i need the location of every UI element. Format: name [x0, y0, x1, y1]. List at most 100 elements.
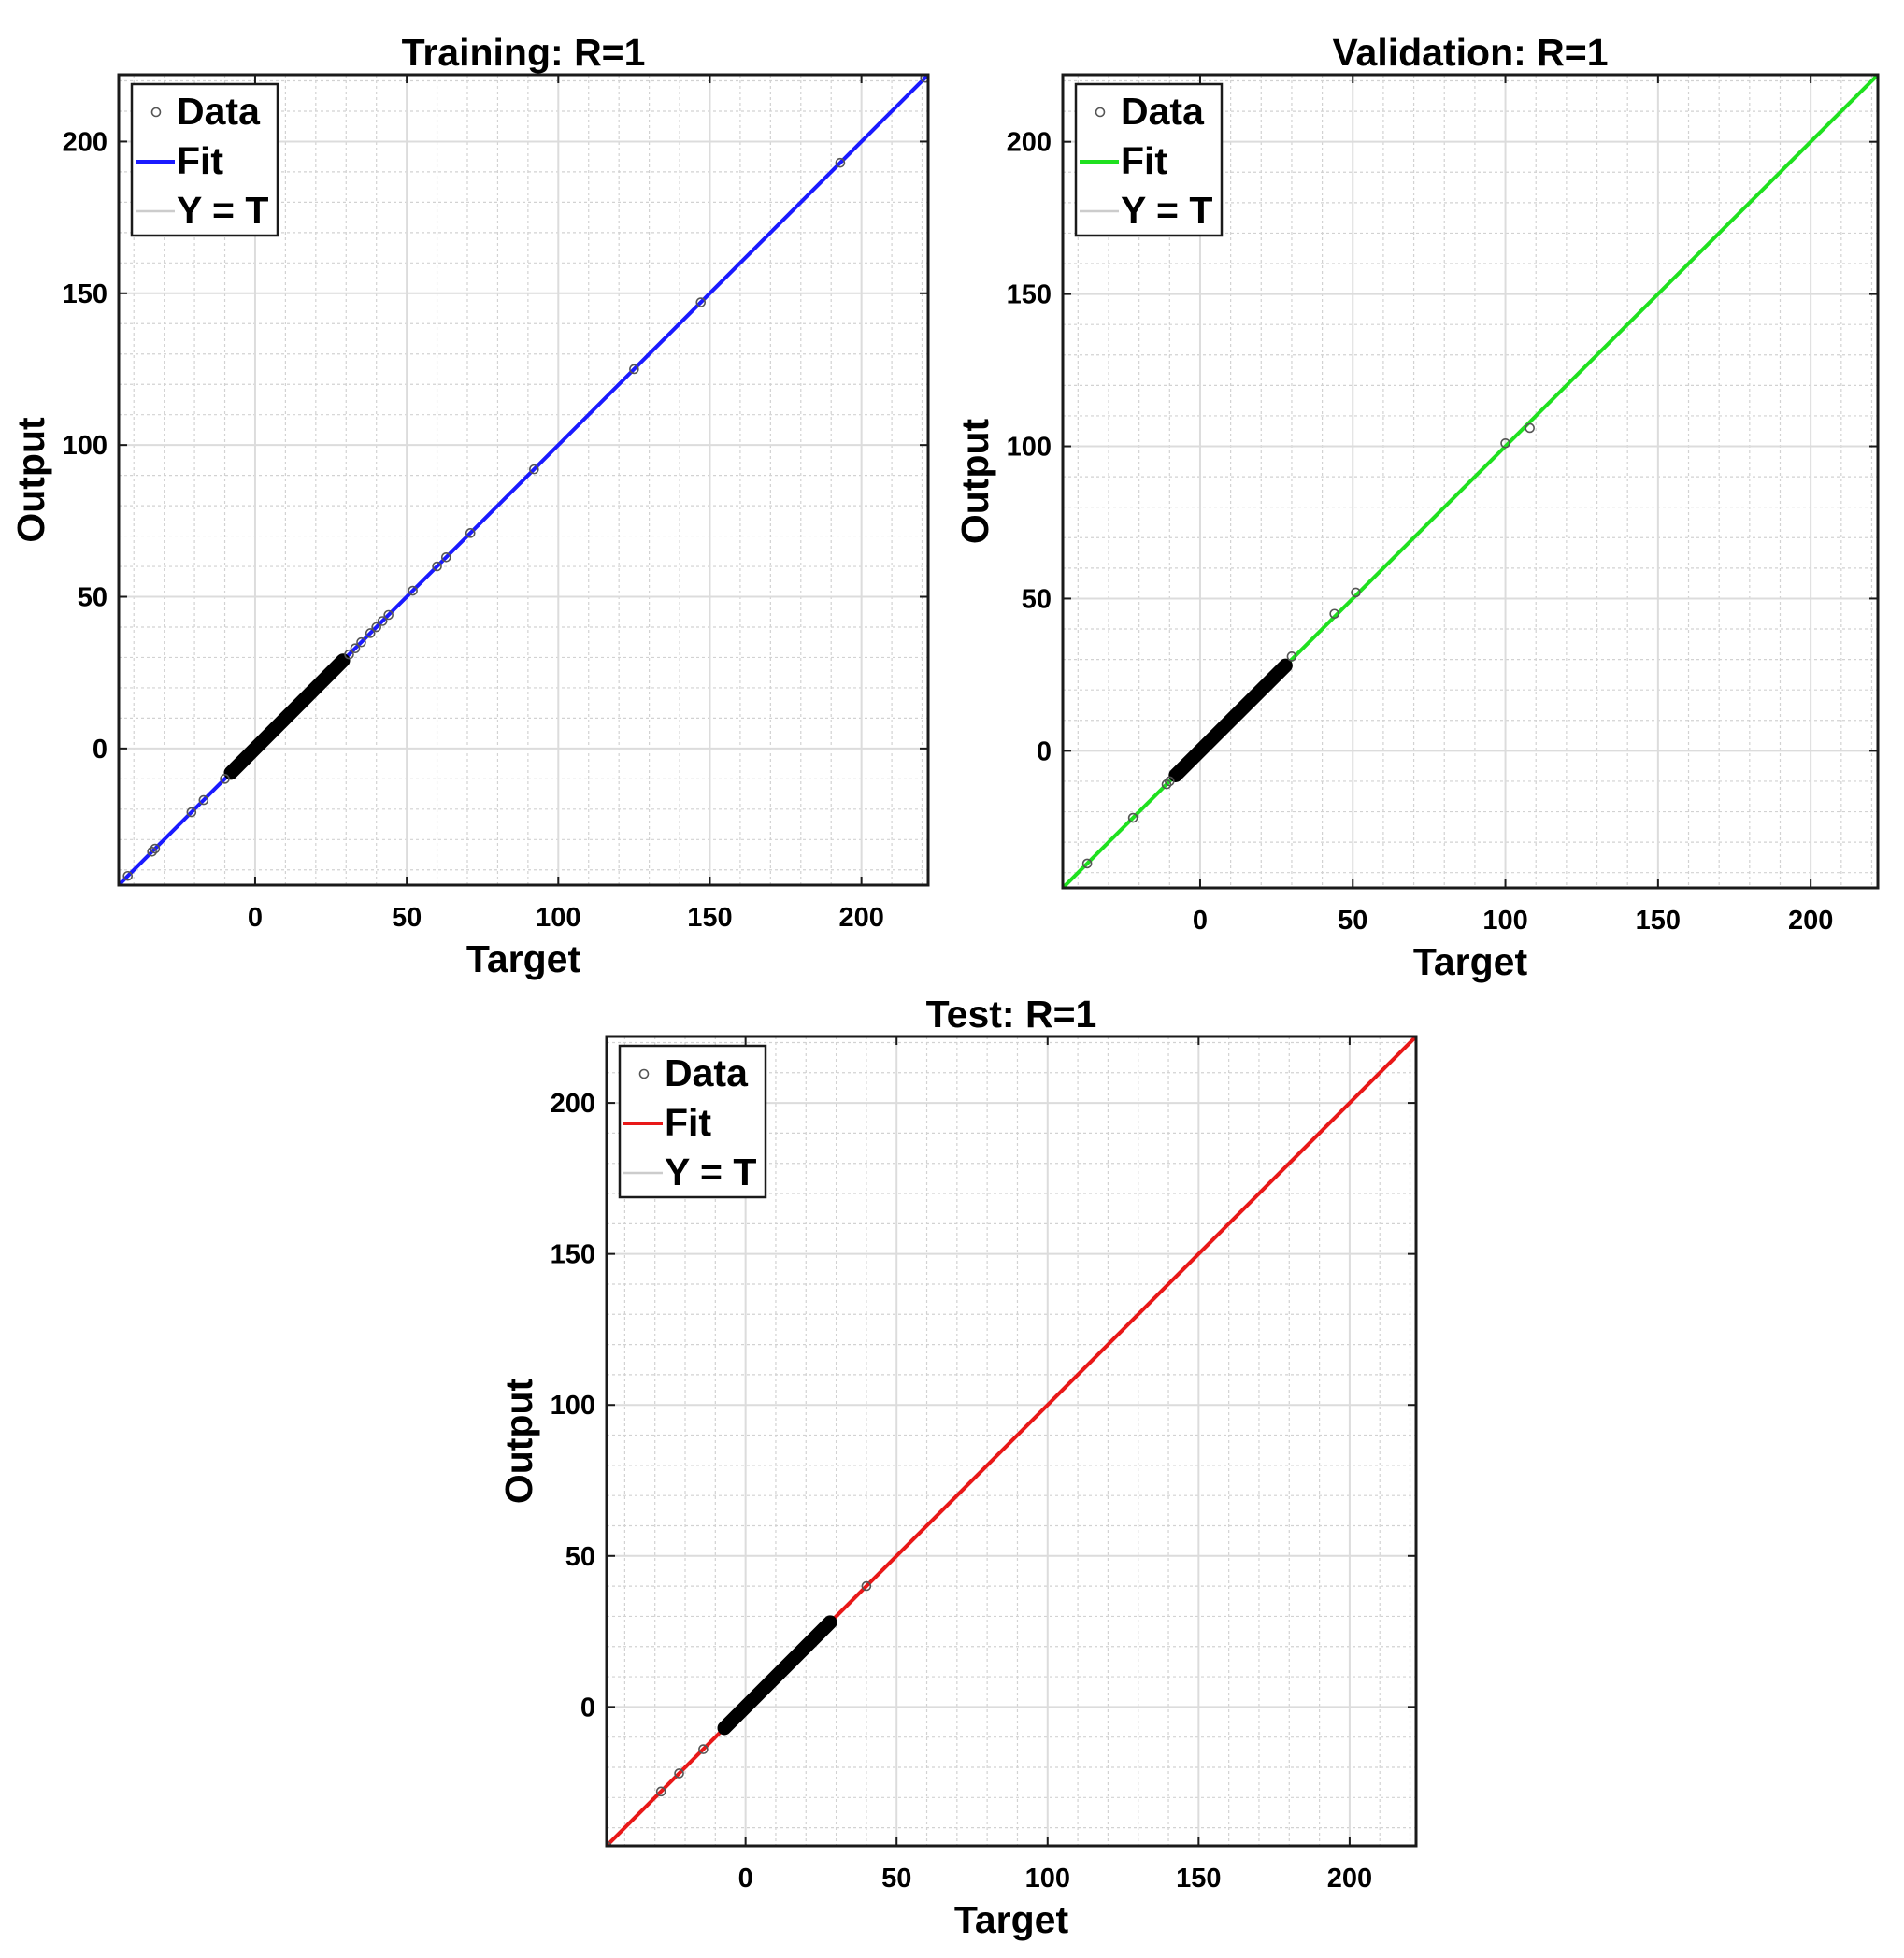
data-point [835, 157, 846, 168]
x-tick-label: 150 [1636, 906, 1681, 936]
panel-2: 0 50 100 150 200 0 50 100 150 200 Test: R=1 Target O… [497, 993, 1418, 1941]
legend-data-label: Data [1121, 90, 1205, 133]
x-tick-label: 150 [687, 903, 732, 933]
y-tick-label: 100 [551, 1391, 595, 1421]
y-tick-label: 200 [1007, 128, 1052, 158]
x-tick-label: 200 [1788, 906, 1833, 936]
data-layer [607, 1036, 1416, 1846]
y-tick-label: 150 [551, 1240, 595, 1270]
x-axis-label: Target [466, 937, 581, 980]
data-point [122, 870, 134, 881]
data-point [371, 622, 381, 633]
data-point [1329, 608, 1339, 620]
y-tick-label: 50 [1022, 584, 1052, 614]
y-tick-label: 100 [63, 431, 107, 461]
y-tick-label: 100 [1007, 433, 1052, 463]
data-point [377, 616, 388, 626]
legend-yt-label: Y = T [665, 1151, 756, 1193]
y-tick-label: 50 [565, 1542, 595, 1572]
y-axis-label: Output [497, 1378, 540, 1504]
x-axis-label: Target [954, 1898, 1069, 1941]
data-dense-cluster [1168, 658, 1293, 782]
data-layer [1063, 75, 1878, 888]
data-point [698, 1744, 709, 1754]
data-point [1127, 812, 1138, 823]
data-point [920, 75, 928, 83]
legend-yt-label: Y = T [177, 189, 268, 232]
data-point [383, 609, 394, 621]
data-point [655, 1786, 666, 1797]
panel-1: 0 50 100 150 200 0 50 100 150 200 Validation: R=1 T… [953, 31, 1880, 983]
chart-title: Validation: R=1 [1332, 31, 1608, 74]
data-point [861, 1580, 872, 1592]
x-tick-label: 150 [1176, 1864, 1221, 1894]
data-point [150, 843, 161, 854]
data-point [147, 846, 157, 857]
data-point [220, 774, 230, 784]
x-tick-label: 50 [1338, 906, 1367, 936]
data-point [1286, 651, 1297, 662]
legend-fit-label: Fit [1121, 139, 1167, 182]
data-point [344, 649, 354, 660]
x-tick-label: 100 [536, 903, 580, 933]
chart-title: Training: R=1 [402, 31, 646, 74]
data-point [198, 794, 209, 806]
x-tick-label: 200 [1327, 1864, 1372, 1894]
legend-fit-label: Fit [665, 1101, 711, 1144]
y-tick-label: 50 [78, 583, 107, 613]
x-tick-label: 0 [1193, 906, 1208, 936]
legend-data-label: Data [177, 90, 261, 133]
plot-frame [605, 1035, 1418, 1848]
data-point [186, 807, 197, 818]
x-tick-label: 200 [838, 903, 883, 933]
data-point [1165, 776, 1175, 787]
y-tick-label: 0 [580, 1693, 595, 1722]
y-tick-label: 0 [93, 735, 107, 765]
legend-fit-label: Fit [177, 139, 223, 182]
data-point [674, 1768, 684, 1779]
y-tick-label: 200 [63, 127, 107, 157]
legend: Data Fit Y = T [1074, 82, 1224, 237]
legend-yt-label: Y = T [1121, 189, 1212, 232]
legend-data-marker [1095, 107, 1106, 118]
data-point [529, 464, 539, 475]
data-point [1081, 858, 1093, 869]
data-point [695, 297, 707, 307]
data-point [408, 585, 418, 596]
y-tick-label: 200 [551, 1089, 595, 1119]
y-axis-label: Output [953, 418, 996, 544]
data-dense-cluster [717, 1615, 837, 1736]
data-point [629, 364, 639, 375]
legend: Data Fit Y = T [130, 82, 279, 237]
data-layer [119, 75, 928, 885]
legend-data-marker [638, 1068, 650, 1079]
data-point [465, 528, 476, 538]
data-point [440, 552, 451, 563]
plot-frame [117, 73, 930, 887]
data-dense-cluster [223, 653, 351, 780]
plot-frame [1061, 73, 1880, 890]
chart-title: Test: R=1 [926, 993, 1097, 1036]
panel-0: 0 50 100 150 200 0 50 100 150 200 Training: R=1 Tar… [9, 31, 930, 980]
y-tick-label: 150 [63, 279, 107, 309]
data-point [1525, 422, 1535, 434]
data-point [1500, 437, 1510, 449]
data-point [350, 643, 361, 654]
x-axis-label: Target [1413, 940, 1528, 983]
x-tick-label: 0 [738, 1864, 753, 1894]
data-point [356, 636, 366, 648]
legend-data-label: Data [665, 1051, 749, 1094]
x-tick-label: 100 [1482, 906, 1527, 936]
data-point [1351, 587, 1361, 598]
data-point [365, 628, 376, 638]
x-tick-label: 100 [1025, 1864, 1070, 1894]
data-point [432, 561, 442, 572]
legend-data-marker [150, 107, 162, 118]
y-axis-label: Output [9, 417, 52, 543]
y-tick-label: 150 [1007, 280, 1052, 310]
y-tick-label: 0 [1037, 736, 1052, 766]
legend: Data Fit Y = T [618, 1044, 767, 1199]
x-tick-label: 50 [392, 903, 422, 933]
x-tick-label: 50 [881, 1864, 911, 1894]
